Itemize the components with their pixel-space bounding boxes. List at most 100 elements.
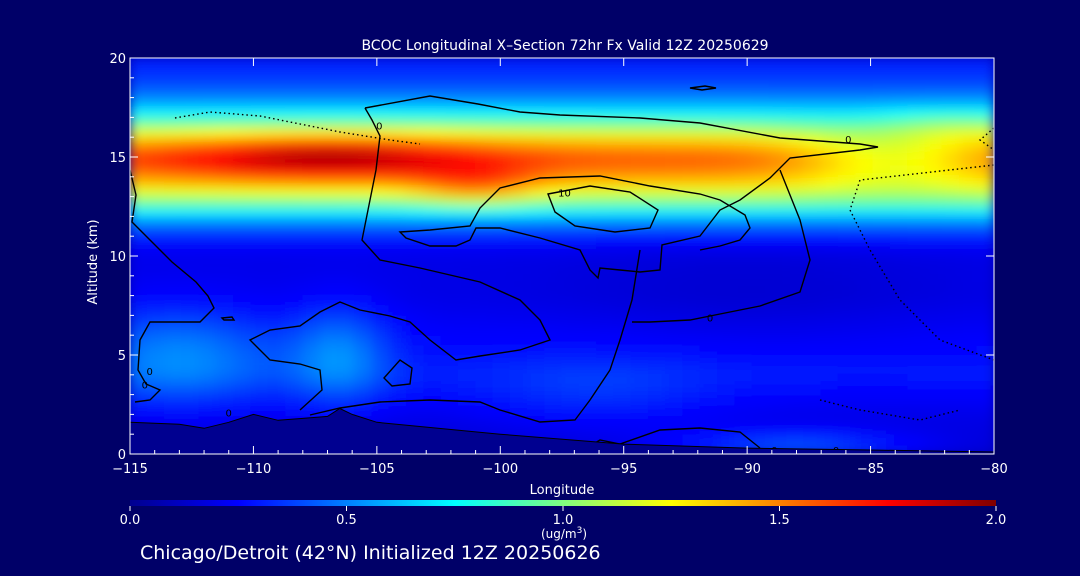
field-cell <box>544 255 563 267</box>
field-cell <box>768 107 788 118</box>
field-cell <box>475 156 494 168</box>
field-cell <box>786 235 805 247</box>
field-cell <box>907 245 926 257</box>
field-cell <box>285 206 304 217</box>
field-cell <box>457 166 477 178</box>
chart-title: BCOC Longitudinal X–Section 72hr Fx Vali… <box>361 38 768 54</box>
field-cell <box>198 334 217 346</box>
field-cell <box>682 235 701 247</box>
field-cell <box>907 255 926 267</box>
field-cell <box>457 295 477 306</box>
field-cell <box>751 215 770 227</box>
field-cell <box>130 97 148 108</box>
field-cell <box>233 126 252 138</box>
field-cell <box>820 67 839 79</box>
field-cell <box>457 215 477 227</box>
field-cell <box>440 67 459 79</box>
field-cell <box>198 404 217 415</box>
field-cell <box>319 354 338 366</box>
field-cell <box>457 196 477 207</box>
field-cell <box>647 136 667 148</box>
field-cell <box>889 196 909 207</box>
field-cell <box>596 97 615 108</box>
field-cell <box>630 156 649 168</box>
field-cell <box>803 384 822 396</box>
field-cell <box>855 87 874 99</box>
field-cell <box>181 295 200 306</box>
field-cell <box>181 344 200 356</box>
field-cell <box>578 334 598 346</box>
field-cell <box>976 404 994 415</box>
field-cell <box>786 295 805 306</box>
field-cell <box>285 364 304 376</box>
field-cell <box>907 166 926 178</box>
field-cell <box>544 344 563 356</box>
field-cell <box>803 334 822 346</box>
field-cell <box>613 285 632 297</box>
field-cell <box>405 275 425 287</box>
field-cell <box>717 374 736 386</box>
field-cell <box>371 374 390 386</box>
field-cell <box>889 235 909 247</box>
field-cell <box>354 324 373 336</box>
field-cell <box>146 166 166 178</box>
field-cell <box>388 146 407 158</box>
field-cell <box>907 324 926 336</box>
field-cell <box>907 295 926 306</box>
field-cell <box>717 77 736 89</box>
field-cell <box>250 215 269 227</box>
field-cell <box>319 186 338 198</box>
field-cell <box>319 87 338 99</box>
field-cell <box>786 156 805 168</box>
field-cell <box>302 176 321 188</box>
field-cell <box>630 166 649 178</box>
field-cell <box>526 305 546 316</box>
field-cell <box>768 97 788 108</box>
field-cell <box>164 404 183 415</box>
field-cell <box>198 146 217 158</box>
field-cell <box>924 186 943 198</box>
field-cell <box>457 136 477 148</box>
field-cell <box>855 77 874 89</box>
field-cell <box>803 146 822 158</box>
field-cell <box>907 225 926 237</box>
colorbar-tick-label: 0.5 <box>336 513 357 528</box>
field-cell <box>388 136 407 148</box>
field-cell <box>302 305 321 316</box>
field-cell <box>958 67 978 79</box>
field-cell <box>941 295 960 306</box>
field-cell <box>250 364 269 376</box>
field-cell <box>837 156 857 168</box>
x-tick-label: −95 <box>610 462 637 477</box>
field-cell <box>475 97 494 108</box>
field-cell <box>924 324 943 336</box>
field-cell <box>803 87 822 99</box>
field-cell <box>907 314 926 326</box>
field-cell <box>492 126 511 138</box>
field-cell <box>976 443 994 454</box>
field-cell <box>371 413 390 425</box>
field-cell <box>475 324 494 336</box>
field-cell <box>130 324 148 336</box>
field-cell <box>717 305 736 316</box>
field-cell <box>371 394 390 405</box>
field-cell <box>561 196 580 207</box>
field-cell <box>699 156 719 168</box>
field-cell <box>786 206 805 217</box>
field-cell <box>872 384 891 396</box>
field-cell <box>682 255 701 267</box>
field-cell <box>492 67 511 79</box>
field-cell <box>699 206 719 217</box>
field-cell <box>578 324 598 336</box>
field-cell <box>526 413 546 425</box>
field-cell <box>837 364 857 376</box>
field-cell <box>647 196 667 207</box>
field-cell <box>215 285 235 297</box>
field-cell <box>267 374 287 386</box>
field-cell <box>958 255 978 267</box>
field-cell <box>872 116 891 128</box>
field-cell <box>181 413 200 425</box>
field-cell <box>319 166 338 178</box>
field-cell <box>578 275 598 287</box>
field-cell <box>734 166 753 178</box>
